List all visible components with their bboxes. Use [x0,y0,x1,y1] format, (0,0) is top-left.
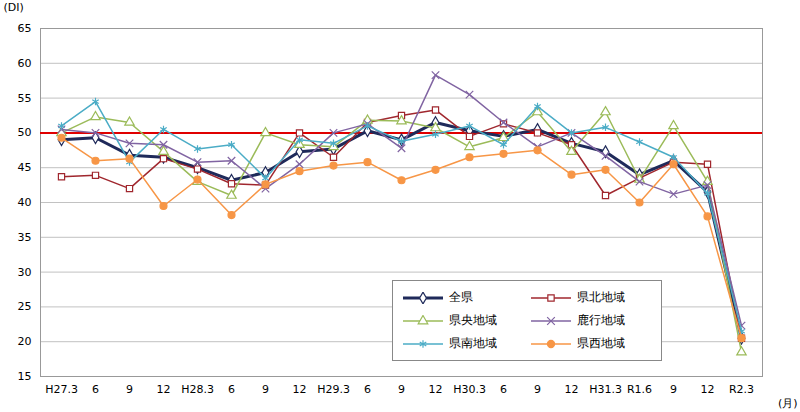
svg-text:60: 60 [18,57,32,70]
svg-text:40: 40 [18,196,32,209]
svg-text:35: 35 [18,231,32,244]
html-text:鹿行地域: 鹿行地域 [577,313,625,327]
svg-text:6: 6 [364,383,371,396]
svg-text:6: 6 [228,383,235,396]
svg-text:20: 20 [18,335,32,348]
html-text:県西地域: 県西地域 [577,336,625,350]
svg-text:H28.3: H28.3 [181,383,214,396]
svg-text:R1.6: R1.6 [627,383,652,396]
html-text:全県: 全県 [449,290,473,304]
svg-text:25: 25 [18,300,32,313]
svg-text:12: 12 [429,383,443,396]
svg-text:12: 12 [565,383,579,396]
svg-text:65: 65 [18,22,32,35]
svg-text:H27.3: H27.3 [45,383,78,396]
svg-text:6: 6 [500,383,507,396]
svg-text:55: 55 [18,92,32,105]
svg-text:12: 12 [701,383,715,396]
svg-text:R2.3: R2.3 [729,383,754,396]
svg-text:30: 30 [18,266,32,279]
svg-text:9: 9 [126,383,133,396]
svg-text:9: 9 [670,383,677,396]
svg-text:6: 6 [92,383,99,396]
svg-text:H31.3: H31.3 [589,383,622,396]
svg-text:12: 12 [293,383,307,396]
svg-text:(月): (月) [778,397,798,410]
svg-text:H30.3: H30.3 [453,383,486,396]
svg-text:15: 15 [18,370,32,383]
svg-text:H29.3: H29.3 [317,383,350,396]
html-text:県北地域: 県北地域 [577,290,625,304]
svg-text:45: 45 [18,161,32,174]
svg-text:50: 50 [18,126,32,139]
html-text:県南地域: 県南地域 [449,336,497,350]
html-text:県央地域: 県央地域 [449,313,497,327]
svg-text:(DI): (DI) [4,1,24,14]
svg-text:9: 9 [398,383,405,396]
svg-text:9: 9 [534,383,541,396]
svg-text:12: 12 [157,383,171,396]
svg-text:9: 9 [262,383,269,396]
